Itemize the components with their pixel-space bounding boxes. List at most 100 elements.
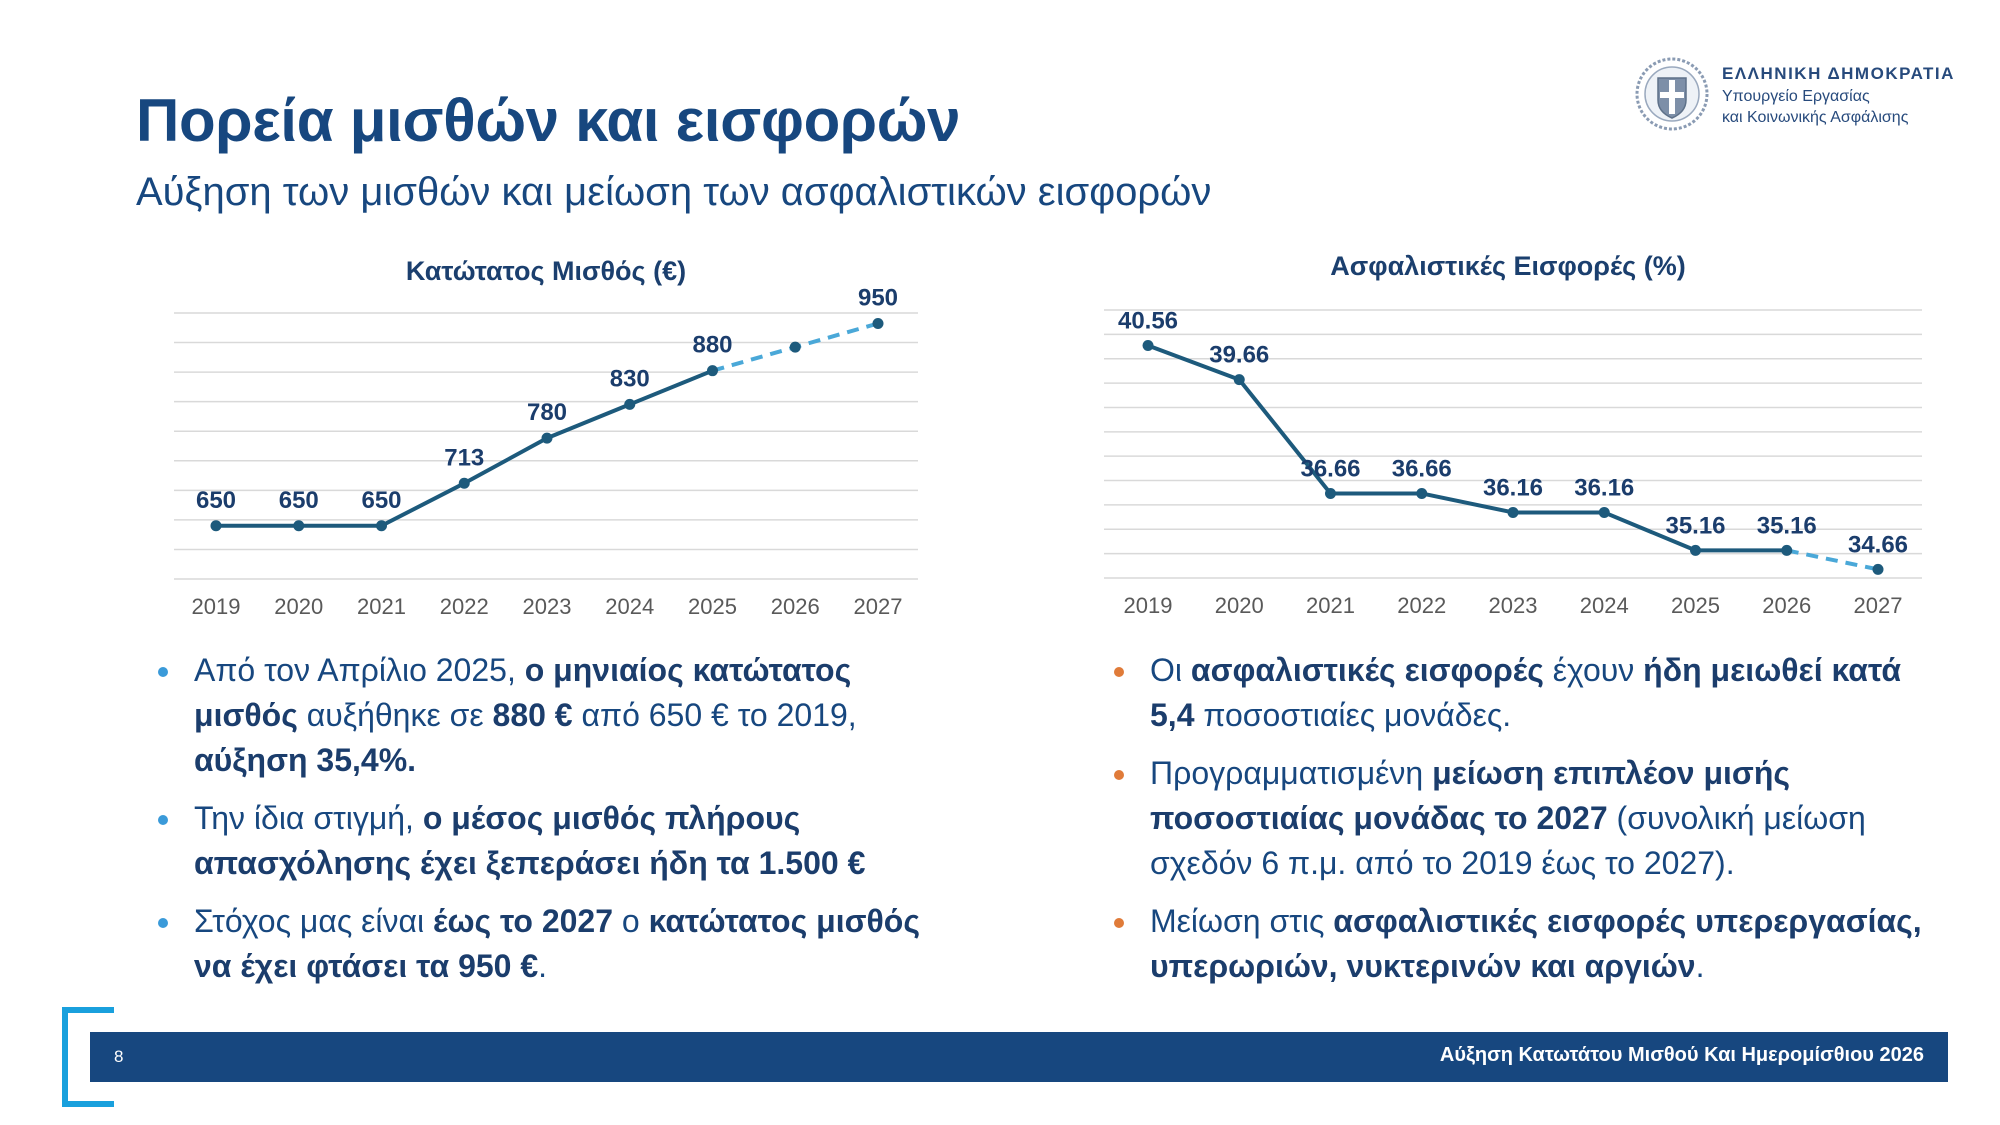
data-point bbox=[541, 432, 553, 444]
bullets-right: Οι ασφαλιστικές εισφορές έχουν ήδη μειωθ… bbox=[1096, 648, 1942, 1002]
data-label: 40.56 bbox=[1118, 307, 1178, 334]
data-point bbox=[707, 365, 718, 377]
x-tick-label: 2020 bbox=[274, 594, 323, 619]
data-point bbox=[1781, 544, 1793, 556]
footer-text: Αύξηση Κατωτάτου Μισθού Και Ημερομίσθιου… bbox=[1439, 1044, 1924, 1066]
x-tick-label: 2024 bbox=[1580, 593, 1629, 618]
chart-title-contributions: Ασφαλιστικές Εισφορές (%) bbox=[1330, 251, 1686, 281]
data-label: 650 bbox=[361, 487, 401, 514]
x-tick-label: 2019 bbox=[192, 594, 241, 619]
bullet-text: Μείωση στις bbox=[1150, 903, 1334, 939]
bullet-text-bold: κατώτατος μισθός να έχει φτάσει τα 950 € bbox=[194, 903, 920, 984]
ministry-logo: ΕΛΛΗΝΙΚΗ ΔΗΜΟΚΡΑΤΙΑ Υπουργείο Εργασίας κ… bbox=[1634, 56, 1953, 136]
x-tick-label: 2025 bbox=[1671, 593, 1720, 618]
data-point bbox=[624, 398, 636, 410]
data-point bbox=[789, 341, 801, 353]
bullet-text-bold: ο μέσος μισθός πλήρους απασχόλησης έχει … bbox=[194, 800, 866, 881]
bullet-text-bold: ο μηνιαίος κατώτατος μισθός bbox=[194, 652, 852, 733]
bullet-text: αυξήθηκε σε bbox=[297, 697, 493, 733]
bullet-text: ο bbox=[613, 903, 649, 939]
bullet-left-item: Την ίδια στιγμή, ο μέσος μισθός πλήρους … bbox=[140, 796, 940, 886]
bullet-text: Στόχος μας είναι bbox=[194, 903, 433, 939]
bullet-icon bbox=[158, 918, 168, 928]
bullet-text: Την ίδια στιγμή, bbox=[194, 800, 423, 836]
data-label: 36.16 bbox=[1574, 474, 1634, 501]
data-point bbox=[1872, 563, 1884, 575]
data-point bbox=[1325, 487, 1336, 499]
data-point bbox=[1142, 339, 1154, 351]
bullet-text-bold: 880 € bbox=[492, 697, 573, 733]
bullets-left: Από τον Απρίλιο 2025, ο μηνιαίος κατώτατ… bbox=[140, 648, 940, 1002]
chart-title-minimum-wage: Κατώτατος Μισθός (€) bbox=[405, 256, 687, 286]
data-label: 950 bbox=[858, 284, 898, 311]
data-label: 35.16 bbox=[1665, 512, 1725, 539]
data-label: 830 bbox=[610, 365, 650, 392]
bullet-text-bold: ασφαλιστικές εισφορές bbox=[1190, 652, 1544, 688]
bullet-text: Από τον Απρίλιο 2025, bbox=[194, 652, 525, 688]
data-point bbox=[458, 477, 470, 489]
bullet-text-bold: αύξηση 35,4%. bbox=[194, 742, 417, 778]
bullet-text: . bbox=[1695, 948, 1705, 984]
data-label: 650 bbox=[196, 487, 236, 514]
bullet-left-item: Στόχος μας είναι έως το 2027 ο κατώτατος… bbox=[140, 899, 940, 989]
data-point bbox=[210, 520, 222, 532]
x-tick-label: 2027 bbox=[854, 594, 903, 619]
x-tick-label: 2021 bbox=[357, 594, 406, 619]
bullet-text: ποσοστιαίες μονάδες. bbox=[1194, 697, 1512, 733]
data-label: 650 bbox=[279, 487, 319, 514]
data-point bbox=[1416, 487, 1428, 499]
data-point bbox=[293, 520, 305, 532]
x-tick-label: 2022 bbox=[440, 594, 489, 619]
data-label: 36.16 bbox=[1483, 474, 1543, 501]
data-point bbox=[1598, 506, 1610, 518]
data-point bbox=[1507, 506, 1519, 518]
data-label: 36.66 bbox=[1392, 455, 1452, 482]
logo-line-1: ΕΛΛΗΝΙΚΗ ΔΗΜΟΚΡΑΤΙΑ bbox=[1722, 64, 1955, 83]
decorative-bracket bbox=[62, 1007, 114, 1107]
page-title: Πορεία μισθών και εισφορών bbox=[136, 87, 961, 154]
data-label: 36.66 bbox=[1300, 455, 1360, 482]
minimum-wage-chart: 2019 2020 2021 2022 2023 2024 2025 2026 2027 650 6… bbox=[174, 284, 918, 619]
contributions-chart: 2019 2020 2021 2022 2023 2024 2025 2026 2027 40.5… bbox=[1104, 307, 1922, 618]
bullet-icon bbox=[1114, 770, 1124, 780]
bullet-icon bbox=[158, 815, 168, 825]
data-point bbox=[1233, 374, 1245, 386]
x-tick-label: 2021 bbox=[1306, 593, 1355, 618]
greek-coat-of-arms-icon bbox=[1635, 57, 1709, 131]
bullet-text: . bbox=[538, 948, 548, 984]
bullet-text-bold: ήδη μειωθεί κατά 5,4 bbox=[1150, 652, 1901, 733]
x-tick-label: 2020 bbox=[1215, 593, 1264, 618]
data-label: 713 bbox=[444, 444, 484, 471]
forecast-line bbox=[1786, 548, 1879, 572]
x-tick-label: 2023 bbox=[1489, 593, 1538, 618]
x-tick-label: 2026 bbox=[1762, 593, 1811, 618]
bullet-text: Οι bbox=[1150, 652, 1191, 688]
data-label: 35.16 bbox=[1757, 512, 1817, 539]
data-label: 34.66 bbox=[1848, 531, 1908, 558]
bullet-text: Προγραμματισμένη bbox=[1150, 755, 1433, 791]
x-tick-label: 2025 bbox=[688, 594, 737, 619]
data-point bbox=[1690, 544, 1701, 556]
x-tick-label: 2022 bbox=[1397, 593, 1446, 618]
x-tick-label: 2026 bbox=[771, 594, 820, 619]
bullet-text: (συνολική μείωση σχεδόν 6 π.μ. από το 20… bbox=[1150, 800, 1866, 881]
logo-line-2: Υπουργείο Εργασίας bbox=[1722, 88, 1870, 105]
data-label: 780 bbox=[527, 399, 567, 426]
page-number: 8 bbox=[114, 1047, 124, 1066]
logo-line-3: και Κοινωνικής Ασφάλισης bbox=[1722, 109, 1909, 126]
bullet-left-item: Από τον Απρίλιο 2025, ο μηνιαίος κατώτατ… bbox=[140, 648, 940, 783]
bullet-icon bbox=[1114, 667, 1124, 677]
bullet-text: από 650 € το 2019, bbox=[572, 697, 857, 733]
series-line bbox=[1147, 343, 1787, 553]
bullet-icon bbox=[1114, 918, 1124, 928]
x-tick-label: 2023 bbox=[523, 594, 572, 619]
x-tick-label: 2024 bbox=[605, 594, 654, 619]
x-tick-label: 2019 bbox=[1124, 593, 1173, 618]
bullet-right-item: Μείωση στις ασφαλιστικές εισφορές υπερερ… bbox=[1096, 899, 1942, 989]
data-point bbox=[376, 520, 387, 532]
bullet-right-item: Προγραμματισμένη μείωση επιπλέον μισής π… bbox=[1096, 751, 1942, 886]
data-point bbox=[872, 317, 884, 329]
bullet-right-item: Οι ασφαλιστικές εισφορές έχουν ήδη μειωθ… bbox=[1096, 648, 1942, 738]
bullet-text-bold: μείωση επιπλέον μισής ποσοστιαίας μονάδα… bbox=[1150, 755, 1790, 836]
page-subtitle: Αύξηση των μισθών και μείωση των ασφαλισ… bbox=[136, 170, 1212, 214]
